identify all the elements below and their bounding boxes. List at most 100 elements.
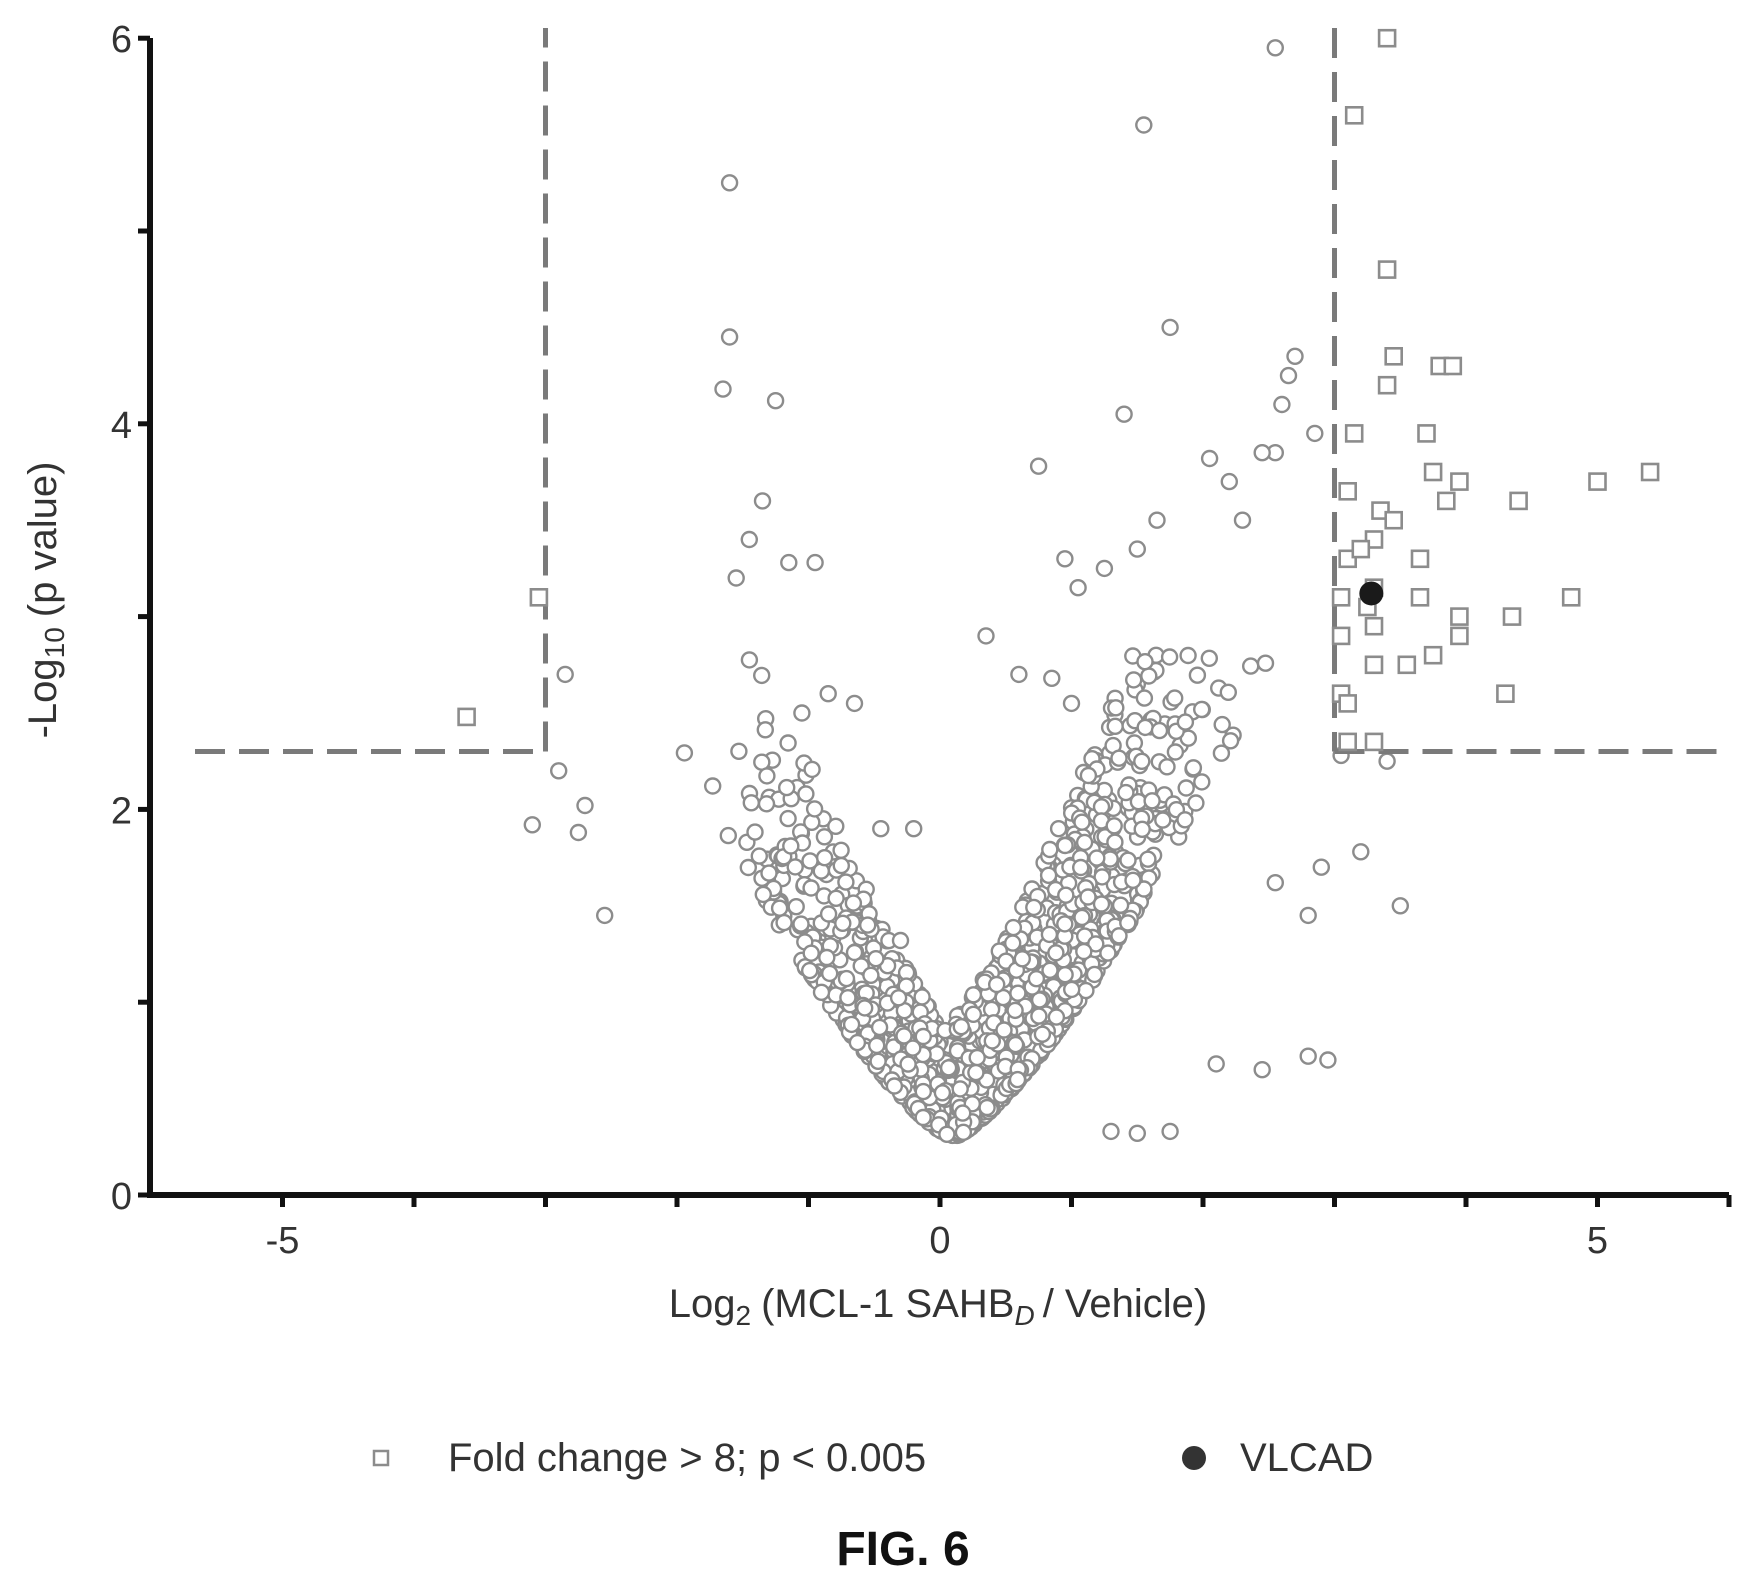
background-point xyxy=(779,734,797,752)
background-point xyxy=(1279,366,1298,385)
background-point xyxy=(1040,925,1059,944)
significant-square-point xyxy=(1561,587,1581,607)
background-point xyxy=(1062,694,1081,713)
background-point xyxy=(596,906,614,925)
significant-square-point xyxy=(1450,626,1469,646)
background-point xyxy=(815,828,834,846)
figure-caption: FIG. 6 xyxy=(836,1523,969,1576)
background-point xyxy=(914,1108,932,1127)
background-point xyxy=(1056,966,1074,984)
background-point xyxy=(1092,798,1111,816)
background-point xyxy=(1008,1070,1027,1089)
background-point xyxy=(1253,444,1271,462)
background-point xyxy=(1095,559,1114,578)
background-point xyxy=(1165,689,1184,707)
background-point xyxy=(1057,886,1075,904)
background-point xyxy=(793,704,811,722)
background-point xyxy=(1047,1008,1066,1026)
background-point xyxy=(868,1036,886,1055)
background-point xyxy=(1115,405,1133,423)
significant-square-point xyxy=(1384,346,1403,366)
background-point xyxy=(760,864,778,882)
background-point xyxy=(1193,773,1211,791)
significant-square-point xyxy=(1437,491,1456,511)
background-point xyxy=(827,817,845,835)
background-point xyxy=(1075,942,1093,961)
background-point xyxy=(805,800,824,818)
background-point xyxy=(1213,715,1231,734)
background-point xyxy=(977,627,995,645)
significant-square-point xyxy=(1410,549,1430,569)
significant-square-point xyxy=(1364,732,1384,752)
background-point xyxy=(704,777,722,795)
legend-label-fold-change: Fold change > 8; p < 0.005 xyxy=(448,1436,926,1480)
x-axis-label-paren: (MCL-1 SAHB xyxy=(761,1282,1014,1326)
background-point xyxy=(1085,965,1104,984)
background-point xyxy=(1221,732,1240,750)
y-tick-label: 4 xyxy=(111,405,132,447)
background-point xyxy=(1378,752,1396,770)
significant-square-point xyxy=(1338,694,1357,713)
background-point xyxy=(891,931,910,950)
background-point xyxy=(964,986,983,1004)
significant-square-point xyxy=(1397,655,1417,675)
background-point xyxy=(1119,914,1137,932)
significant-square-point xyxy=(1344,106,1364,125)
background-point xyxy=(1139,850,1157,868)
background-point xyxy=(746,823,764,841)
background-point xyxy=(867,950,885,968)
background-point xyxy=(968,1048,986,1067)
background-point xyxy=(812,983,831,1001)
background-point xyxy=(720,328,739,346)
background-point xyxy=(754,885,772,904)
background-point xyxy=(1087,935,1105,953)
background-point xyxy=(1128,540,1147,558)
background-point xyxy=(1136,718,1154,737)
significant-square-point xyxy=(1417,424,1436,443)
background-point xyxy=(1079,888,1097,906)
background-point xyxy=(1352,843,1370,861)
background-point xyxy=(1049,820,1068,838)
background-point xyxy=(845,694,864,713)
background-point xyxy=(1256,654,1275,672)
background-point xyxy=(1039,866,1058,884)
background-point xyxy=(1043,669,1061,687)
background-point xyxy=(1010,665,1028,684)
significant-square-point xyxy=(1331,626,1351,646)
y-axis-label-main: -Log xyxy=(21,658,65,738)
background-point xyxy=(1253,1060,1271,1079)
background-point xyxy=(1161,1122,1179,1141)
significant-square-point xyxy=(1377,28,1397,48)
background-point xyxy=(1092,895,1111,913)
background-point xyxy=(856,999,874,1017)
background-point xyxy=(1266,39,1285,57)
background-point xyxy=(1124,671,1143,689)
background-point xyxy=(1075,833,1094,852)
background-point xyxy=(782,837,800,855)
significant-square-point xyxy=(1410,587,1430,607)
background-point xyxy=(1266,874,1285,892)
background-point xyxy=(837,873,855,891)
background-point xyxy=(839,989,857,1007)
background-point xyxy=(780,553,798,572)
background-point xyxy=(1212,744,1231,762)
significant-square-point xyxy=(1364,616,1384,636)
background-point xyxy=(978,1098,996,1117)
background-circle-points xyxy=(523,39,1410,1145)
legend-square-marker xyxy=(372,1449,390,1467)
background-point xyxy=(714,380,732,398)
background-point xyxy=(914,1027,932,1046)
background-point xyxy=(756,721,774,739)
background-point xyxy=(1009,984,1027,1002)
background-point xyxy=(1056,836,1074,855)
background-point xyxy=(815,849,834,867)
background-point xyxy=(899,1055,917,1073)
significant-square-point xyxy=(1377,375,1397,395)
background-point xyxy=(1200,449,1219,468)
background-point xyxy=(1047,944,1065,962)
background-point xyxy=(889,989,908,1007)
background-point xyxy=(1124,871,1142,889)
background-point xyxy=(675,744,694,762)
background-point xyxy=(819,685,837,703)
background-point xyxy=(862,966,880,984)
